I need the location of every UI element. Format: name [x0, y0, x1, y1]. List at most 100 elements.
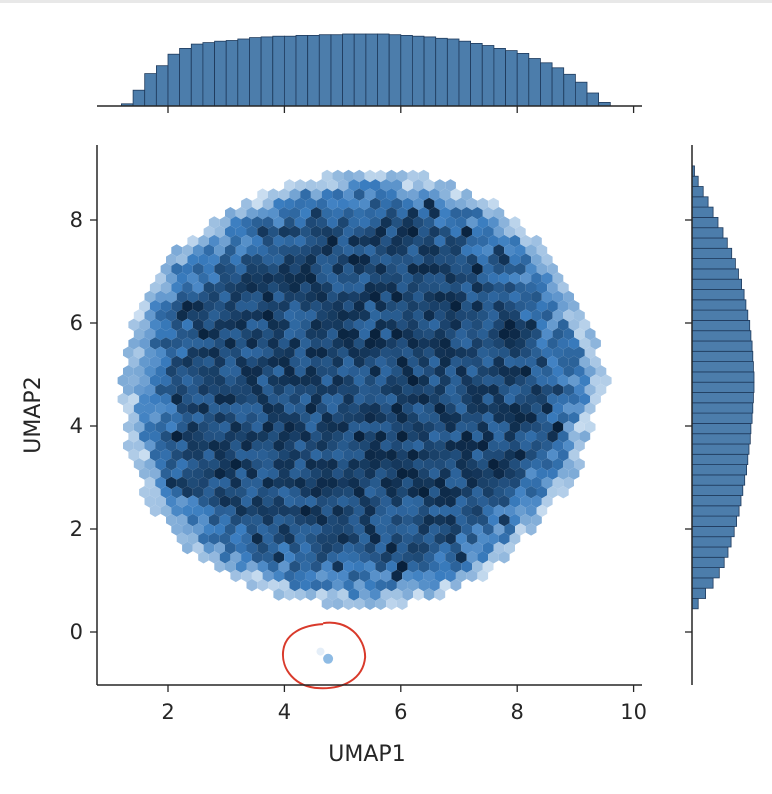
hexbin-cell [278, 337, 290, 350]
x-tick-label: 8 [511, 700, 524, 724]
hexbin-cell [423, 234, 435, 248]
hexbin-cell [235, 393, 247, 406]
hexbin-cell [337, 532, 349, 545]
outlier-point [323, 653, 334, 664]
hexbin-cell [477, 197, 489, 211]
hexbin-cell [246, 393, 258, 406]
hexbin-cell [407, 560, 419, 573]
hexbin-cell [584, 420, 596, 434]
marginal-y-bar [691, 175, 699, 187]
hexbin-cell [166, 327, 177, 341]
hexbin-cell [144, 476, 156, 490]
hexbin-cell [230, 234, 242, 248]
hexbin-cell [396, 579, 408, 592]
hexbin-cell [278, 467, 290, 480]
hexbin-cell [192, 448, 204, 462]
hexbin-cell [305, 495, 317, 508]
hexbin-cell [246, 430, 258, 443]
hexbin-cell [482, 448, 494, 462]
marginal-x-bar [190, 43, 204, 107]
hexbin-cell [343, 486, 354, 499]
hexbin-cell [219, 253, 231, 266]
hexbin-cell [568, 393, 580, 406]
hexbin-cell [391, 402, 403, 415]
hexbin-cell [386, 188, 397, 201]
hexbin-cell [380, 179, 392, 192]
hexbin-cell [305, 420, 317, 434]
hexbin-cell [391, 179, 403, 192]
hexbin-cell [343, 374, 354, 387]
hexbin-cell [413, 216, 424, 229]
hexbin-cell [160, 300, 172, 313]
hexbin-cell [225, 560, 236, 573]
hexbin-cell [396, 486, 408, 499]
hexbin-cell [380, 365, 392, 378]
hexbin-cell [413, 495, 424, 508]
hexbin-cell [321, 318, 333, 331]
hexbin-cell [579, 337, 591, 350]
hexbin-cell [434, 234, 446, 248]
hexbin-cell [353, 579, 365, 592]
hexbin-cell [327, 309, 338, 322]
hexbin-cell [370, 179, 381, 192]
hexbin-cell [472, 225, 483, 238]
hexbin-cell [531, 420, 542, 434]
hexbin-cell [160, 467, 172, 480]
hexbin-cell [353, 448, 365, 462]
hexbin-cell [300, 504, 311, 517]
hexbin-cell [225, 411, 236, 424]
hexbin-cell [370, 290, 381, 304]
hexbin-cell [192, 318, 204, 331]
hexbin-cell [359, 346, 370, 359]
hexbin-cell [380, 216, 392, 229]
hexbin-cell [321, 430, 333, 443]
hexbin-cell [541, 383, 553, 397]
hexbin-cell [353, 318, 365, 331]
hexbin-cell [208, 551, 220, 564]
hexbin-cell [337, 309, 349, 322]
marginal-x-bar [179, 48, 192, 107]
hexbin-cell [128, 355, 140, 369]
hexbin-cell [450, 337, 462, 350]
hexbin-cell [380, 197, 392, 211]
hexbin-cell [493, 355, 505, 369]
hexbin-cell [439, 467, 451, 480]
hexbin-cell [375, 207, 387, 220]
hexbin-cell [289, 523, 301, 536]
hexbin-cell [246, 486, 258, 499]
hexbin-cell [370, 346, 381, 359]
hexbin-cell [310, 504, 322, 517]
hexbin-cell [273, 569, 285, 583]
hexbin-cell [547, 337, 558, 350]
hexbin-cell [563, 383, 574, 397]
hexbin-cell [123, 439, 134, 452]
hexbin-cell [187, 290, 199, 304]
hexbin-cell [343, 504, 354, 517]
hexbin-cell [203, 300, 215, 313]
hexbin-cell [343, 448, 354, 462]
hexbin-cell [166, 346, 177, 359]
hexbin-cell [380, 476, 392, 490]
hexbin-cell [294, 513, 306, 527]
hexbin-cell [155, 420, 166, 434]
hexbin-cell [144, 383, 156, 397]
marginal-x-bar [540, 62, 553, 107]
marginal-y-bar [691, 247, 733, 260]
hexbin-cell [203, 504, 215, 517]
hexbin-cell [364, 467, 376, 480]
hexbin-cell [192, 337, 204, 350]
hexbin-cell [268, 411, 279, 424]
hexbin-cell [348, 495, 360, 508]
hexbin-cell [391, 234, 403, 248]
hexbin-cell [241, 383, 252, 397]
hexbin-cell [230, 513, 242, 527]
hexbin-cell [149, 486, 161, 499]
hexbin-cell [273, 290, 285, 304]
hexbin-cell [380, 327, 392, 341]
hexbin-cell [337, 569, 349, 583]
hexbin-cell [128, 393, 140, 406]
hexbin-cell [149, 300, 161, 313]
hexbin-cell [192, 262, 204, 276]
hexbin-cell [257, 281, 268, 294]
hexbin-cell [439, 430, 451, 443]
